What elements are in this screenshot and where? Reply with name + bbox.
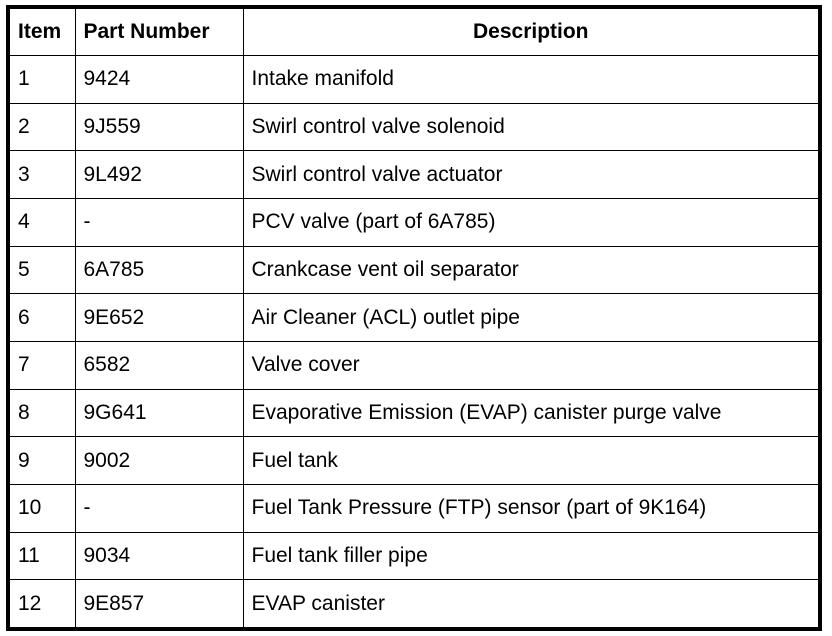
description-cell: Fuel tank bbox=[242, 436, 821, 485]
table-row: 12 9E857 EVAP canister bbox=[7, 579, 821, 630]
description-cell: Fuel Tank Pressure (FTP) sensor (part of… bbox=[242, 483, 821, 533]
item-cell: 9 bbox=[7, 436, 76, 485]
table-row: 8 9G641 Evaporative Emission (EVAP) canist… bbox=[7, 388, 821, 438]
description-cell: PCV valve (part of 6A785) bbox=[242, 197, 821, 247]
item-cell: 8 bbox=[7, 388, 76, 438]
part-number-cell: 9034 bbox=[74, 531, 244, 581]
table-row: 5 6A785 Crankcase vent oil separator bbox=[7, 245, 821, 295]
part-number-cell: 9002 bbox=[74, 436, 244, 485]
part-number-cell: 9L492 bbox=[74, 150, 244, 199]
item-cell: 11 bbox=[7, 531, 76, 581]
item-cell: 7 bbox=[7, 340, 76, 390]
item-cell: 2 bbox=[7, 102, 76, 152]
part-number-cell: 6A785 bbox=[74, 245, 244, 295]
header-part-number: Part Number bbox=[74, 6, 244, 56]
table-row: 6 9E652 Air Cleaner (ACL) outlet pipe bbox=[7, 293, 821, 342]
item-cell: 1 bbox=[7, 55, 76, 104]
table-row: 10- Fuel Tank Pressure (FTP) sensor (part… bbox=[7, 483, 821, 533]
table-row: 3 9L492 Swirl control valve actuator bbox=[7, 150, 821, 199]
description-cell: Swirl control valve solenoid bbox=[242, 102, 821, 152]
part-number-cell: 9E857 bbox=[74, 579, 244, 630]
item-cell: 6 bbox=[7, 293, 76, 342]
table-row: 1 9424 Intake manifold bbox=[7, 55, 821, 104]
item-cell: 12 bbox=[7, 579, 76, 630]
table-row: 4- PCV valve (part of 6A785) bbox=[7, 197, 821, 247]
part-number-cell: 6582 bbox=[74, 340, 244, 390]
description-cell: Air Cleaner (ACL) outlet pipe bbox=[242, 293, 821, 342]
part-number-cell: 9G641 bbox=[74, 388, 244, 438]
header-item: Item bbox=[7, 6, 76, 56]
table-row: 9 9002 Fuel tank bbox=[7, 436, 821, 485]
header-description: Description bbox=[242, 6, 821, 56]
part-number-cell: 9J559 bbox=[74, 102, 244, 152]
header-row: Item Part Number Description bbox=[7, 6, 821, 56]
description-cell: Crankcase vent oil separator bbox=[242, 245, 821, 295]
description-cell: Fuel tank filler pipe bbox=[242, 531, 821, 581]
description-cell: Swirl control valve actuator bbox=[242, 150, 821, 199]
description-cell: Evaporative Emission (EVAP) canister pur… bbox=[242, 388, 821, 438]
parts-table: Item Part Number Description 1 9424 Intake… bbox=[6, 5, 822, 631]
description-cell: Intake manifold bbox=[242, 55, 821, 104]
description-cell: Valve cover bbox=[242, 340, 821, 390]
table-row: 11 9034 Fuel tank filler pipe bbox=[7, 531, 821, 581]
table-row: 2 9J559 Swirl control valve solenoid bbox=[7, 102, 821, 152]
part-number-cell: 9424 bbox=[74, 55, 244, 104]
part-number-cell: - bbox=[74, 197, 244, 247]
item-cell: 10 bbox=[7, 483, 76, 533]
part-number-cell: 9E652 bbox=[74, 293, 244, 342]
part-number-cell: - bbox=[74, 483, 244, 533]
item-cell: 3 bbox=[7, 150, 76, 199]
description-cell: EVAP canister bbox=[242, 579, 821, 630]
table-row: 7 6582 Valve cover bbox=[7, 340, 821, 390]
item-cell: 4 bbox=[7, 197, 76, 247]
item-cell: 5 bbox=[7, 245, 76, 295]
